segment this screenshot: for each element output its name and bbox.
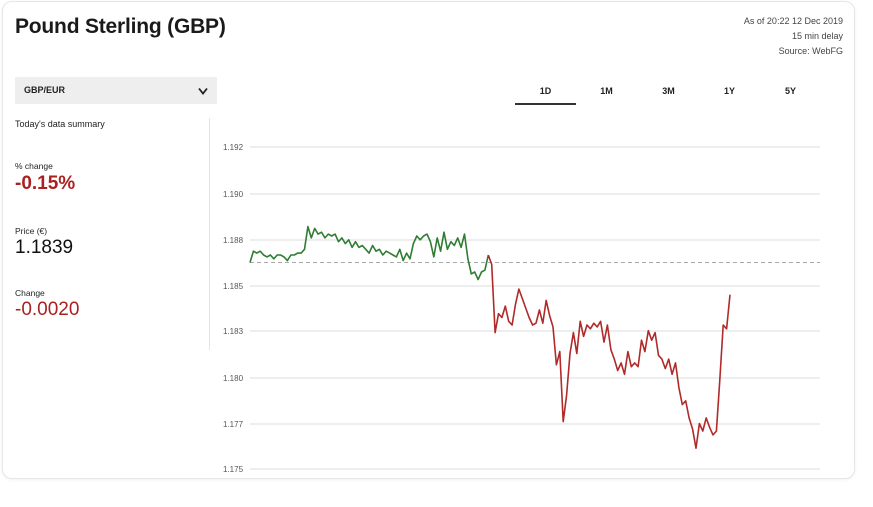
pct-change-value: -0.15% <box>15 173 76 194</box>
change-label: Change <box>15 288 45 298</box>
tab-1d[interactable]: 1D <box>515 79 576 105</box>
change-value: -0.0020 <box>15 299 80 320</box>
currency-pair-dropdown[interactable]: GBP/EUR <box>15 77 217 104</box>
quote-meta: As of 20:22 12 Dec 2019 15 min delay Sou… <box>744 14 843 59</box>
panel-divider <box>209 118 210 350</box>
data-summary-heading: Today's data summary <box>15 119 205 129</box>
summary-title: Today's data summary <box>15 119 105 129</box>
tab-1y[interactable]: 1Y <box>723 86 735 96</box>
range-tabs: 1D 1M 3M 1Y 5Y <box>515 79 821 105</box>
tab-5y[interactable]: 5Y <box>784 86 796 96</box>
delay-note: 15 min delay <box>791 31 843 41</box>
y-tick-label: 1.177 <box>223 420 244 429</box>
tab-3m[interactable]: 3M <box>662 86 675 96</box>
chevron-down-icon <box>198 87 208 95</box>
pct-change-label: % change <box>15 161 53 171</box>
y-tick-label: 1.175 <box>223 465 244 474</box>
data-source: Source: WebFG <box>778 46 843 56</box>
y-tick-label: 1.183 <box>223 327 244 336</box>
y-tick-label: 1.190 <box>223 190 244 199</box>
page-title: Pound Sterling (GBP) <box>15 15 226 38</box>
y-tick-label: 1.185 <box>223 282 244 291</box>
price-value: 1.1839 <box>15 237 74 258</box>
as-of-timestamp: As of 20:22 12 Dec 2019 <box>743 16 843 26</box>
series-line-down <box>487 254 731 449</box>
y-tick-label: 1.180 <box>223 374 244 383</box>
tab-1m[interactable]: 1M <box>600 86 613 96</box>
series-line-up <box>249 225 490 281</box>
price-label: Price (€) <box>15 226 48 236</box>
y-tick-label: 1.192 <box>223 143 244 152</box>
price-line-chart: 1.192 1.190 1.188 1.185 1.183 1.180 1.177 1.175 <box>223 143 820 474</box>
y-tick-label: 1.188 <box>223 236 244 245</box>
currency-pair-value: GBP/EUR <box>24 85 66 95</box>
